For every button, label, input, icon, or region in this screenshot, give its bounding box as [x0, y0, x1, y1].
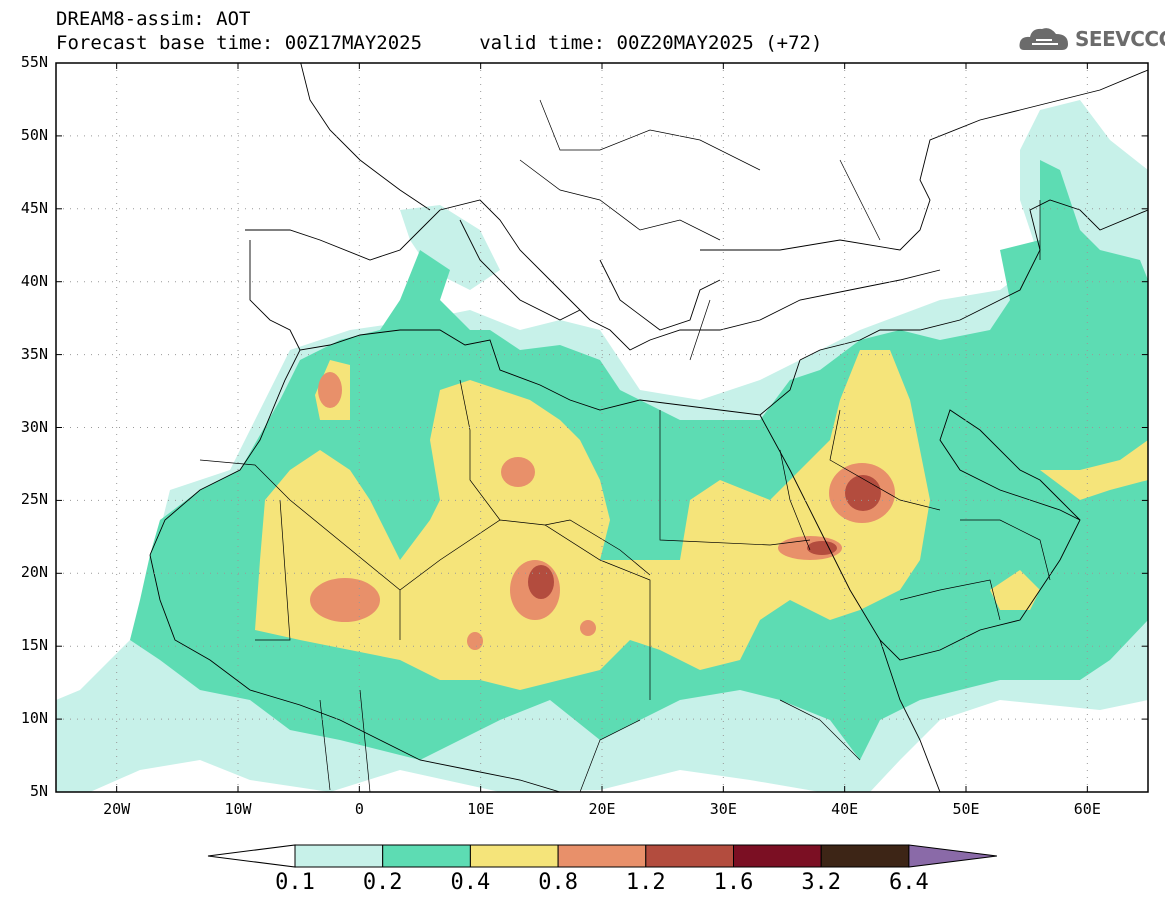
- aot-band-0-2: [130, 160, 1148, 760]
- logo-text: SEEVCCC: [1075, 27, 1165, 51]
- colorbar-label: 0.8: [538, 870, 578, 895]
- colorbar-label: 6.4: [889, 870, 929, 895]
- colorbar-segment: [820, 844, 910, 868]
- lat-label: 35N: [20, 344, 48, 363]
- lat-label: 25N: [20, 490, 48, 509]
- colorbar-label: 1.6: [713, 870, 754, 895]
- cloud-logo-icon: [1019, 28, 1068, 50]
- lon-label: 60E: [1073, 800, 1101, 818]
- aot-shading: [56, 63, 1148, 792]
- lat-label: 5N: [29, 782, 48, 800]
- lat-label: 15N: [20, 636, 48, 655]
- graticule: [56, 63, 1148, 792]
- lat-label: 55N: [20, 53, 48, 71]
- colorbar-high-arrow: [908, 844, 997, 868]
- colorbar-label: 1.2: [625, 870, 666, 895]
- colorbar-label: 0.1: [275, 870, 315, 895]
- lon-label: 10W: [224, 800, 252, 818]
- colorbar-segment: [382, 844, 471, 868]
- lon-label: 0: [354, 800, 364, 818]
- lat-label: 45N: [20, 198, 48, 217]
- colorbar-segment: [294, 844, 384, 868]
- country-borders: [199, 99, 1051, 792]
- colorbar-segment: [645, 844, 734, 868]
- lon-label: 30E: [709, 800, 737, 818]
- lat-label: 30N: [20, 417, 48, 436]
- colorbar-segment: [557, 844, 647, 868]
- lat-label: 50N: [20, 125, 48, 144]
- colorbar-label: 3.2: [801, 870, 842, 895]
- coastlines: [149, 63, 1148, 792]
- lon-label: 50E: [952, 800, 980, 818]
- lat-label: 20N: [20, 563, 48, 582]
- colorbar-segment: [733, 844, 822, 868]
- map-title: DREAM8-assim: AOT: [56, 8, 251, 30]
- lat-label: 40N: [20, 271, 48, 290]
- colorbar-label: 0.4: [450, 870, 491, 895]
- colorbar-label: 0.2: [362, 870, 403, 895]
- lon-label: 20W: [103, 800, 131, 818]
- colorbar: [207, 844, 997, 868]
- lon-label: 40E: [831, 800, 859, 818]
- colorbar-segment: [469, 844, 559, 868]
- map-subtitle: Forecast base time: 00Z17MAY2025 valid t…: [56, 32, 823, 54]
- axis-ticks: [56, 62, 1148, 793]
- lon-label: 20E: [588, 800, 616, 818]
- colorbar-low-arrow: [207, 844, 296, 868]
- lat-label: 10N: [20, 709, 48, 728]
- lon-label: 10E: [467, 800, 495, 818]
